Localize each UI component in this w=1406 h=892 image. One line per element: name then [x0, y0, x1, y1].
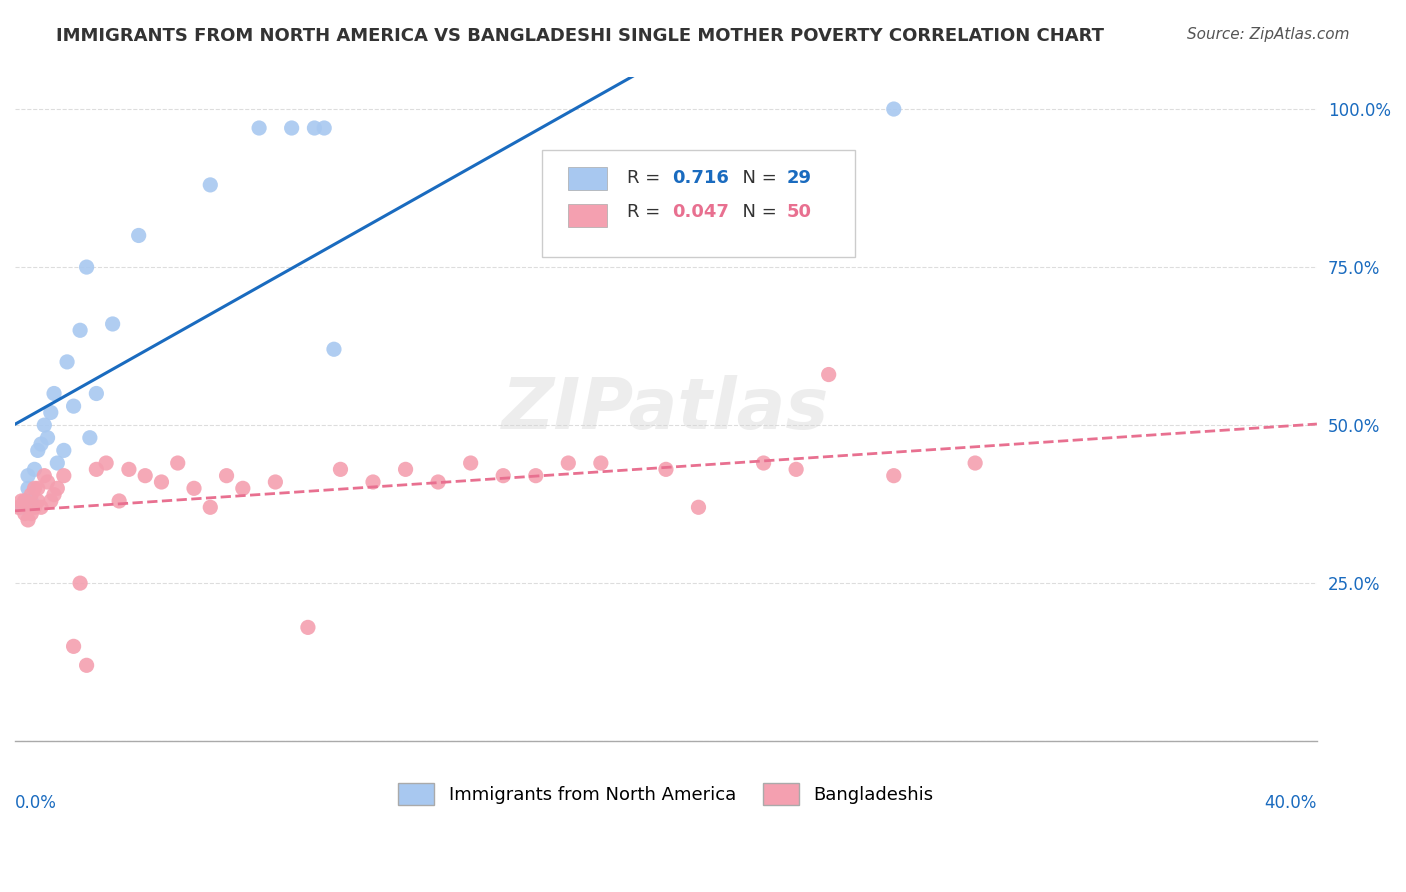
Text: 40.0%: 40.0% [1264, 794, 1317, 813]
Text: R =: R = [627, 202, 666, 220]
Text: 0.0%: 0.0% [15, 794, 56, 813]
Text: 50: 50 [787, 202, 813, 220]
Point [589, 456, 612, 470]
Point [20, 494, 42, 508]
Point [200, 178, 222, 192]
Point [264, 475, 287, 489]
Text: 0.047: 0.047 [672, 202, 730, 220]
Point [150, 475, 173, 489]
Point [69, 323, 91, 337]
Point [10, 494, 32, 508]
Point [101, 317, 124, 331]
Point [492, 468, 515, 483]
Point [37, 475, 59, 489]
Point [166, 456, 188, 470]
Text: 0.716: 0.716 [672, 169, 730, 187]
Point [10, 500, 32, 515]
Point [200, 500, 222, 515]
Point [42, 386, 65, 401]
Point [52, 468, 75, 483]
Point [134, 468, 156, 483]
Point [86, 462, 108, 476]
FancyBboxPatch shape [568, 167, 607, 190]
Point [14, 507, 37, 521]
Point [427, 475, 450, 489]
Point [883, 468, 905, 483]
Point [688, 500, 710, 515]
Point [557, 456, 579, 470]
Text: IMMIGRANTS FROM NORTH AMERICA VS BANGLADESHI SINGLE MOTHER POVERTY CORRELATION C: IMMIGRANTS FROM NORTH AMERICA VS BANGLAD… [56, 27, 1104, 45]
Point [965, 456, 987, 470]
Point [304, 121, 326, 136]
Point [86, 386, 108, 401]
Point [394, 462, 416, 476]
Point [297, 620, 319, 634]
Text: R =: R = [627, 169, 666, 187]
Point [20, 488, 42, 502]
Point [46, 456, 69, 470]
Point [69, 576, 91, 591]
Text: N =: N = [731, 202, 783, 220]
Point [817, 368, 839, 382]
Point [524, 468, 547, 483]
Point [232, 481, 254, 495]
Text: ZIPatlas: ZIPatlas [502, 375, 830, 444]
Point [24, 462, 46, 476]
FancyBboxPatch shape [543, 151, 855, 257]
Point [76, 658, 98, 673]
Text: 29: 29 [787, 169, 813, 187]
Text: N =: N = [731, 169, 783, 187]
Point [39, 405, 62, 419]
Point [460, 456, 482, 470]
Point [247, 121, 270, 136]
Point [183, 481, 205, 495]
Point [39, 494, 62, 508]
Point [76, 260, 98, 274]
Point [14, 494, 37, 508]
Point [24, 481, 46, 495]
Point [323, 343, 346, 357]
Point [56, 355, 79, 369]
Point [118, 462, 141, 476]
Point [37, 431, 59, 445]
Point [17, 513, 39, 527]
Point [17, 481, 39, 495]
Legend: Immigrants from North America, Bangladeshis: Immigrants from North America, Banglades… [391, 775, 941, 812]
Point [280, 121, 302, 136]
Point [14, 494, 37, 508]
Point [883, 102, 905, 116]
Point [34, 468, 56, 483]
Point [785, 462, 807, 476]
Point [94, 456, 117, 470]
Text: Source: ZipAtlas.com: Source: ZipAtlas.com [1187, 27, 1350, 42]
FancyBboxPatch shape [568, 203, 607, 227]
Point [27, 494, 49, 508]
Point [128, 228, 150, 243]
Point [30, 500, 52, 515]
Point [314, 121, 336, 136]
Point [361, 475, 384, 489]
Point [329, 462, 352, 476]
Point [215, 468, 238, 483]
Point [20, 507, 42, 521]
Point [52, 443, 75, 458]
Point [655, 462, 678, 476]
Point [30, 437, 52, 451]
Point [7, 500, 30, 515]
Point [752, 456, 775, 470]
Point [108, 494, 131, 508]
Point [46, 481, 69, 495]
Point [79, 431, 101, 445]
Point [27, 443, 49, 458]
Point [17, 468, 39, 483]
Point [34, 418, 56, 433]
Point [24, 500, 46, 515]
Point [62, 640, 84, 654]
Point [27, 481, 49, 495]
Point [62, 399, 84, 413]
Point [42, 488, 65, 502]
